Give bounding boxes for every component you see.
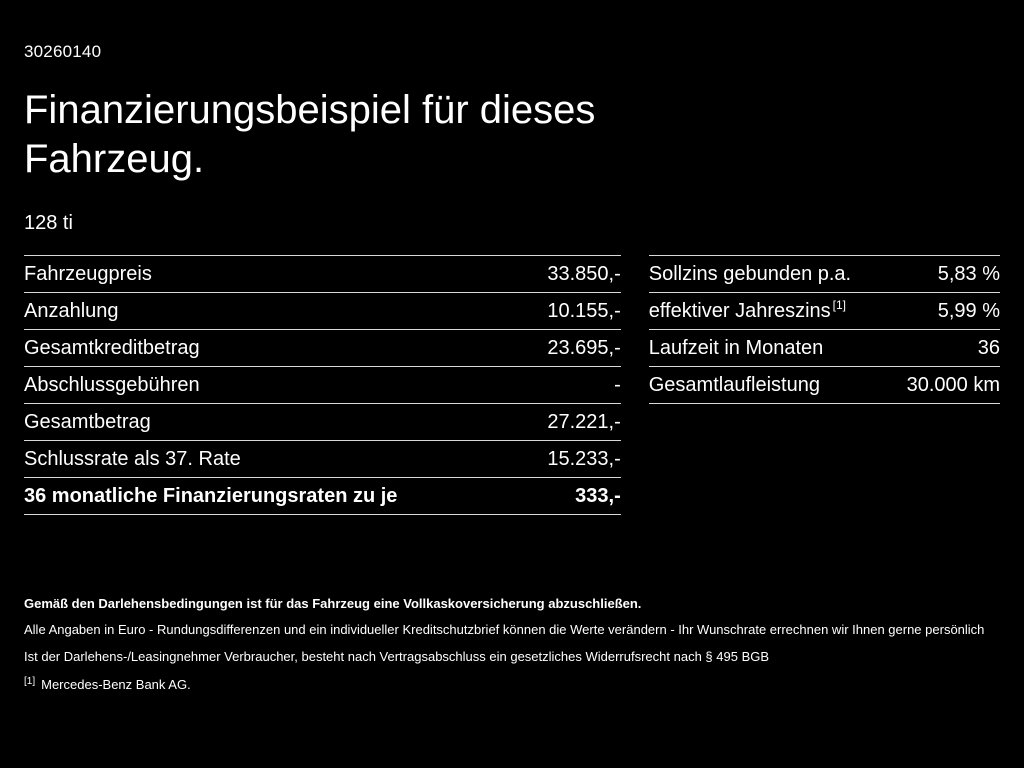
row-label: Fahrzeugpreis	[24, 262, 152, 285]
vehicle-model: 128 ti	[24, 211, 73, 234]
footnotes: Gemäß den Darlehensbedingungen ist für d…	[24, 596, 1000, 693]
table-row: Sollzins gebunden p.a. 5,83 %	[648, 254, 1000, 292]
page-title: Finanzierungsbeispiel für dieses Fahrzeu…	[24, 88, 596, 181]
row-label: Anzahlung	[24, 299, 119, 322]
footnote-marker: [1]	[832, 297, 847, 312]
row-value: 5,83 %	[937, 262, 1000, 285]
row-value: 33.850,-	[547, 262, 621, 285]
table-row: effektiver Jahreszins [1] 5,99 %	[648, 291, 1000, 329]
finance-table: Fahrzeugpreis 33.850,- Anzahlung 10.155,…	[24, 254, 621, 515]
footnote-bank-reference: [1] Mercedes-Benz Bank AG.	[24, 675, 1000, 693]
row-label: Gesamtbetrag	[24, 410, 151, 433]
document-code: 30260140	[24, 42, 102, 61]
footnote-bank-text: Mercedes-Benz Bank AG.	[41, 676, 191, 692]
row-value: -	[614, 373, 621, 396]
row-value: 36	[977, 336, 1000, 359]
footnote-marker: [1]	[24, 675, 36, 687]
row-label: Gesamtkreditbetrag	[24, 336, 200, 359]
row-label: Sollzins gebunden p.a.	[648, 262, 852, 285]
row-value: 333,-	[575, 484, 621, 507]
row-label: Schlussrate als 37. Rate	[24, 447, 241, 470]
row-label: Gesamtlaufleistung	[648, 373, 820, 396]
table-row: Gesamtlaufleistung 30.000 km	[648, 365, 1000, 404]
row-value: 5,99 %	[937, 299, 1000, 322]
table-row: Gesamtkreditbetrag 23.695,-	[24, 328, 621, 366]
table-row: Abschlussgebühren -	[24, 365, 621, 403]
row-value: 10.155,-	[547, 299, 621, 322]
row-value: 27.221,-	[547, 410, 621, 433]
row-value: 30.000 km	[906, 373, 1000, 396]
row-label: Laufzeit in Monaten	[648, 336, 824, 359]
conditions-table: Sollzins gebunden p.a. 5,83 % effektiver…	[648, 254, 1000, 515]
row-label: Abschlussgebühren	[24, 373, 200, 396]
table-row: Schlussrate als 37. Rate 15.233,-	[24, 439, 621, 477]
row-value: 23.695,-	[547, 336, 621, 359]
row-label: 36 monatliche Finanzierungsraten zu je	[24, 484, 398, 507]
footnote-disclaimer: Alle Angaben in Euro - Rundungsdifferenz…	[24, 622, 985, 638]
table-row: Gesamtbetrag 27.221,-	[24, 402, 621, 440]
table-row: Anzahlung 10.155,-	[24, 291, 621, 329]
row-value: 15.233,-	[547, 447, 621, 470]
financing-tables: Fahrzeugpreis 33.850,- Anzahlung 10.155,…	[24, 254, 1000, 515]
footnote-withdrawal: Ist der Darlehens-/Leasingnehmer Verbrau…	[24, 648, 770, 664]
footnote-insurance: Gemäß den Darlehensbedingungen ist für d…	[24, 596, 642, 611]
row-label: effektiver Jahreszins [1]	[648, 297, 847, 322]
table-row-monthly-rate: 36 monatliche Finanzierungsraten zu je 3…	[24, 476, 621, 515]
table-row: Fahrzeugpreis 33.850,-	[24, 254, 621, 292]
table-row: Laufzeit in Monaten 36	[648, 328, 1000, 366]
